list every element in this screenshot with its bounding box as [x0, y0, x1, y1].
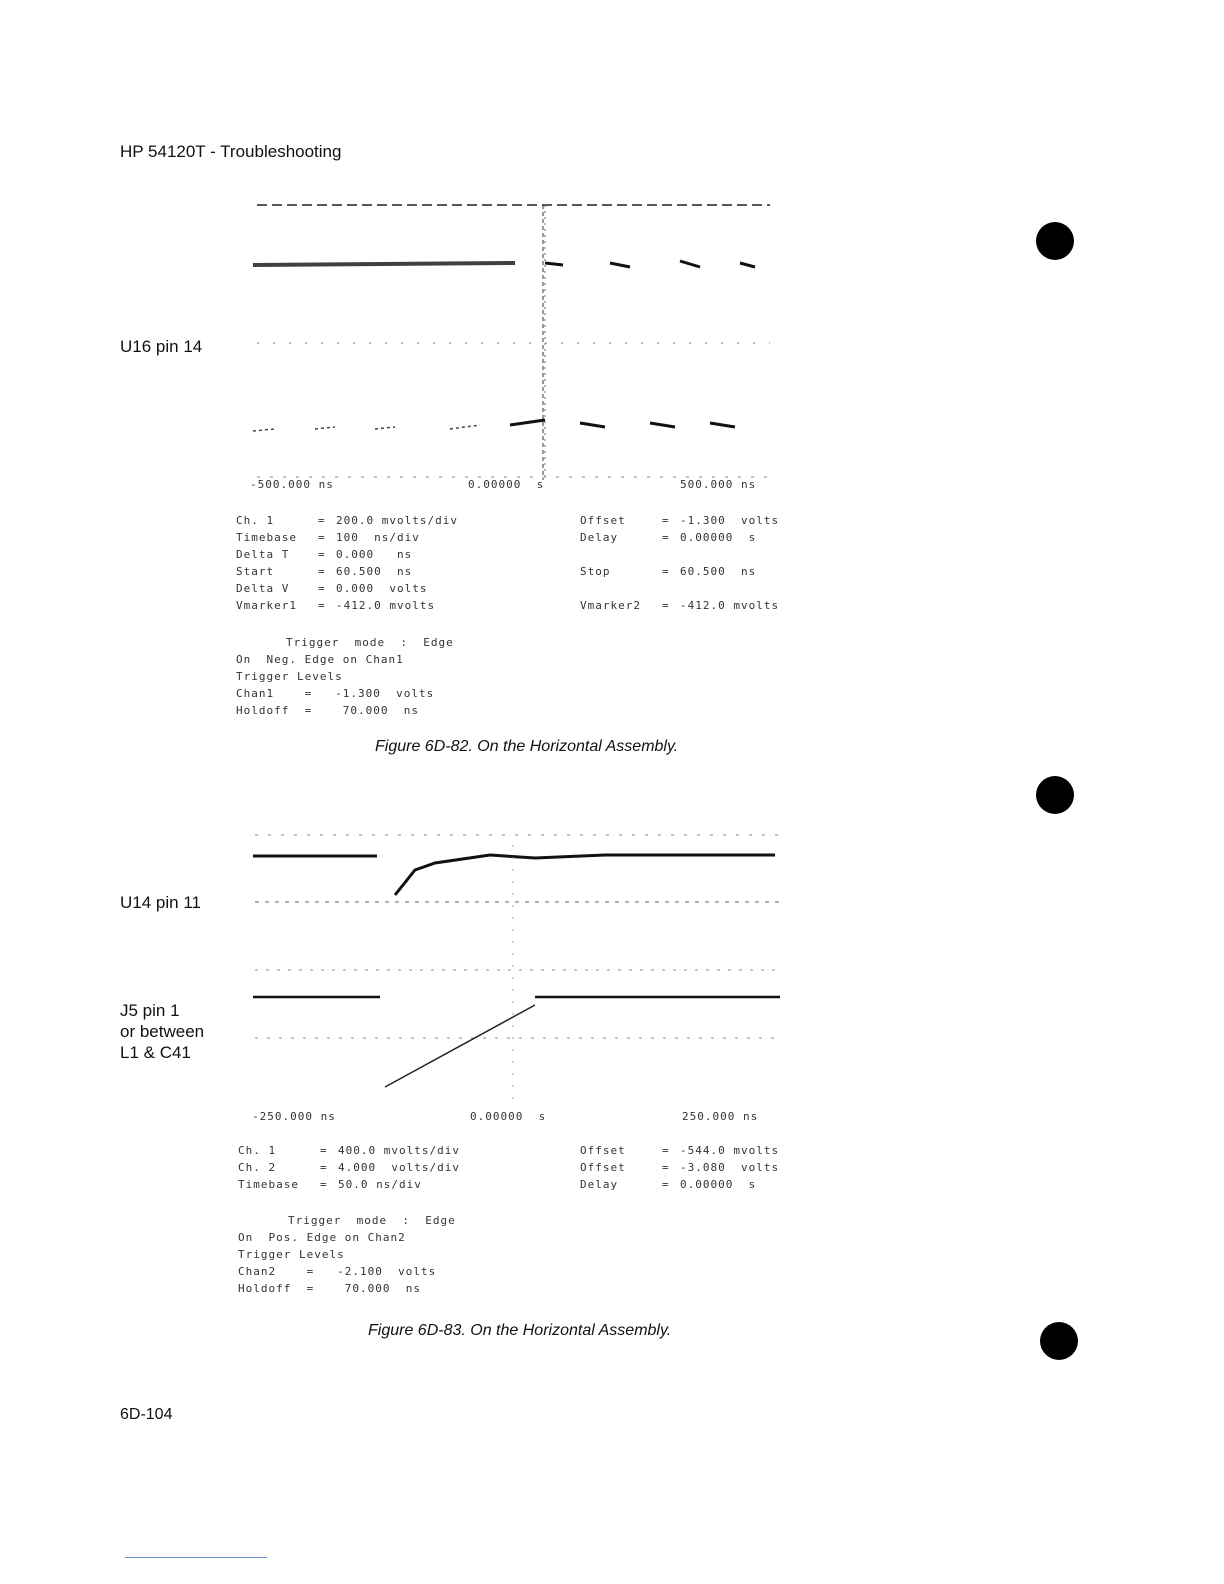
page-header: HP 54120T - Troubleshooting — [120, 142, 342, 161]
param-name: Start — [236, 565, 275, 578]
param-equals: = — [662, 514, 670, 527]
param-value: 0.00000 s — [680, 1178, 757, 1191]
binder-hole-mark — [1040, 1322, 1078, 1360]
param-value: -412.0 mvolts — [336, 599, 436, 612]
param-name: Timebase — [236, 531, 297, 544]
param-name: Offset — [580, 514, 626, 527]
signal-label-j5: J5 pin 1 or between L1 & C41 — [120, 1000, 204, 1063]
trigger-line: Trigger mode : Edge — [286, 636, 454, 649]
param-name: Ch. 2 — [238, 1161, 277, 1174]
param-value: 400.0 mvolts/div — [338, 1144, 460, 1157]
param-name: Offset — [580, 1161, 626, 1174]
axis-left-label: -500.000 ns — [250, 478, 334, 491]
param-equals: = — [318, 599, 326, 612]
param-name: Vmarker2 — [580, 599, 641, 612]
param-value: -544.0 mvolts — [680, 1144, 780, 1157]
signal-label-u14: U14 pin 11 — [120, 893, 201, 912]
param-equals: = — [320, 1161, 328, 1174]
param-name: Vmarker1 — [236, 599, 297, 612]
binder-hole-mark — [1036, 222, 1074, 260]
param-equals: = — [662, 531, 670, 544]
param-equals: = — [318, 565, 326, 578]
trigger-line: Trigger mode : Edge — [288, 1214, 456, 1227]
trigger-line: Holdoff = 70.000 ns — [236, 704, 419, 717]
param-name: Delta T — [236, 548, 290, 561]
param-value: 0.000 volts — [336, 582, 428, 595]
axis-right-label: 500.000 ns — [680, 478, 757, 491]
param-equals: = — [318, 582, 326, 595]
param-value: -1.300 volts — [680, 514, 780, 527]
param-value: 60.500 ns — [680, 565, 757, 578]
trigger-line: On Pos. Edge on Chan2 — [238, 1231, 406, 1244]
param-value: -3.080 volts — [680, 1161, 780, 1174]
trigger-line: Trigger Levels — [236, 670, 343, 683]
param-name: Ch. 1 — [236, 514, 275, 527]
param-equals: = — [662, 1144, 670, 1157]
binder-hole-mark — [1036, 776, 1074, 814]
param-value: 60.500 ns — [336, 565, 413, 578]
label-line: J5 pin 1 — [120, 1001, 180, 1020]
axis-left-label: -250.000 ns — [252, 1110, 336, 1123]
trigger-line: On Neg. Edge on Chan1 — [236, 653, 404, 666]
trigger-line: Chan1 = -1.300 volts — [236, 687, 435, 700]
param-value: 100 ns/div — [336, 531, 420, 544]
param-equals: = — [320, 1178, 328, 1191]
param-value: 0.00000 s — [680, 531, 757, 544]
label-line: or between — [120, 1022, 205, 1041]
param-name: Offset — [580, 1144, 626, 1157]
axis-right-label: 250.000 ns — [682, 1110, 759, 1123]
param-name: Stop — [580, 565, 611, 578]
param-equals: = — [318, 514, 326, 527]
param-equals: = — [662, 1178, 670, 1191]
param-name: Delta V — [236, 582, 290, 595]
param-value: 4.000 volts/div — [338, 1161, 460, 1174]
param-value: 200.0 mvolts/div — [336, 514, 458, 527]
param-equals: = — [318, 548, 326, 561]
param-name: Delay — [580, 531, 619, 544]
param-equals: = — [320, 1144, 328, 1157]
page-number: 6D-104 — [120, 1406, 173, 1423]
param-value: 50.0 ns/div — [338, 1178, 422, 1191]
param-name: Timebase — [238, 1178, 299, 1191]
scope-trace-figure1 — [252, 204, 770, 480]
label-line: L1 & C41 — [120, 1043, 191, 1062]
param-equals: = — [662, 565, 670, 578]
axis-center-label: 0.00000 s — [470, 1110, 547, 1123]
trigger-line: Holdoff = 70.000 ns — [238, 1282, 421, 1295]
param-value: 0.000 ns — [336, 548, 413, 561]
trigger-line: Chan2 = -2.100 volts — [238, 1265, 437, 1278]
scope-trace-figure2 — [253, 834, 780, 1105]
param-equals: = — [662, 1161, 670, 1174]
footer-rule — [125, 1557, 267, 1558]
signal-label-u16: U16 pin 14 — [120, 337, 203, 356]
param-equals: = — [318, 531, 326, 544]
figure-caption: Figure 6D-83. On the Horizontal Assembly… — [368, 1322, 672, 1339]
param-value: -412.0 mvolts — [680, 599, 780, 612]
trigger-line: Trigger Levels — [238, 1248, 345, 1261]
axis-center-label: 0.00000 s — [468, 478, 545, 491]
param-name: Ch. 1 — [238, 1144, 277, 1157]
param-equals: = — [662, 599, 670, 612]
param-name: Delay — [580, 1178, 619, 1191]
figure-caption: Figure 6D-82. On the Horizontal Assembly… — [375, 738, 679, 755]
